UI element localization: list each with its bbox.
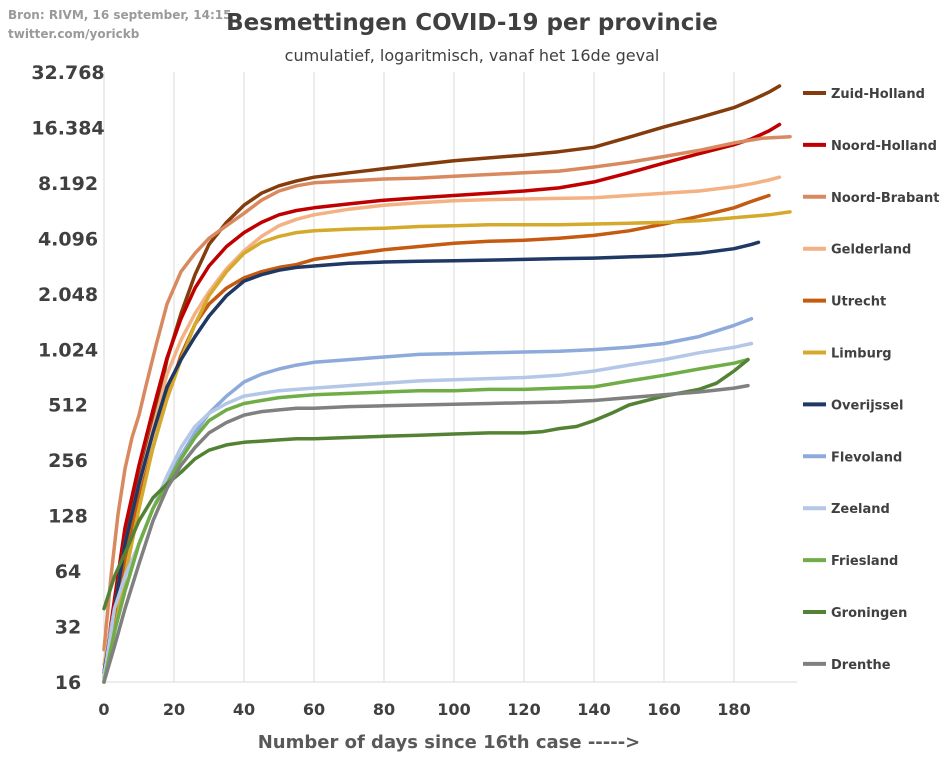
y-tick-label: 2.048 bbox=[38, 284, 98, 306]
x-tick-label: 80 bbox=[373, 700, 395, 719]
source-line-1: Bron: RIVM, 16 september, 14:15 bbox=[8, 8, 232, 22]
legend-label: Utrecht bbox=[831, 295, 886, 310]
legend-label: Zeeland bbox=[831, 502, 890, 517]
series-line-flevoland bbox=[102, 316, 754, 675]
legend: Zuid-Holland Noord-Holland Noord-Brabant Ge… bbox=[803, 87, 940, 673]
y-tick-label: 64 bbox=[55, 561, 81, 583]
x-tick-label: 180 bbox=[717, 700, 750, 719]
legend-label: Overijssel bbox=[831, 398, 903, 413]
series-line-drenthe bbox=[102, 383, 750, 684]
chart-title: Besmettingen COVID-19 per provincie bbox=[226, 10, 718, 36]
legend-label: Noord-Brabant bbox=[831, 191, 940, 206]
legend-label: Limburg bbox=[831, 347, 892, 362]
x-tick-label: 40 bbox=[233, 700, 255, 719]
legend-label: Flevoland bbox=[831, 450, 902, 465]
series-line-noord-brabant bbox=[102, 134, 792, 652]
x-tick-label: 60 bbox=[303, 700, 325, 719]
series-line-friesland bbox=[102, 357, 750, 684]
x-tick-label: 100 bbox=[437, 700, 470, 719]
legend-label: Drenthe bbox=[831, 658, 891, 673]
source-note: Bron: RIVM, 16 september, 14:15 twitter.… bbox=[8, 6, 231, 44]
x-tick-label: 140 bbox=[577, 700, 610, 719]
series-line-overijssel bbox=[102, 240, 761, 675]
y-tick-label: 128 bbox=[48, 506, 88, 528]
series-line-noord-holland bbox=[102, 122, 782, 675]
y-tick-label: 1.024 bbox=[38, 339, 98, 361]
source-line-2: twitter.com/yorickb bbox=[8, 27, 140, 41]
legend-label: Noord-Holland bbox=[831, 139, 937, 154]
series-line-limburg bbox=[102, 210, 792, 684]
x-tick-label: 20 bbox=[163, 700, 185, 719]
x-tick-label: 0 bbox=[98, 700, 109, 719]
series-line-gelderland bbox=[102, 175, 782, 666]
y-tick-label: 4.096 bbox=[38, 228, 98, 250]
y-tick-label: 512 bbox=[48, 395, 88, 417]
x-tick-label: 160 bbox=[647, 700, 680, 719]
x-axis-label: Number of days since 16th case -----> bbox=[258, 732, 641, 753]
legend-label: Groningen bbox=[831, 606, 907, 621]
legend-label: Friesland bbox=[831, 554, 898, 569]
x-axis-ticks: 0 20 40 60 80 100 120 140 160 180 bbox=[98, 700, 750, 719]
chart-subtitle: cumulatief, logaritmisch, vanaf het 16de… bbox=[284, 46, 660, 65]
y-tick-label: 8.192 bbox=[38, 173, 98, 195]
legend-label: Zuid-Holland bbox=[831, 87, 925, 102]
series-lines bbox=[102, 84, 792, 684]
y-tick-label: 256 bbox=[48, 450, 88, 472]
y-axis-ticks: 16 32 64 128 256 512 1.024 2.048 4.096 8.192 16.38… bbox=[31, 62, 104, 694]
legend-label: Gelderland bbox=[831, 243, 911, 258]
y-tick-label: 32.768 bbox=[31, 62, 104, 84]
y-tick-label: 32 bbox=[55, 617, 81, 639]
y-tick-label: 16.384 bbox=[31, 117, 104, 139]
series-line-zeeland bbox=[102, 341, 754, 679]
x-tick-label: 120 bbox=[507, 700, 540, 719]
y-tick-label: 16 bbox=[55, 672, 81, 694]
